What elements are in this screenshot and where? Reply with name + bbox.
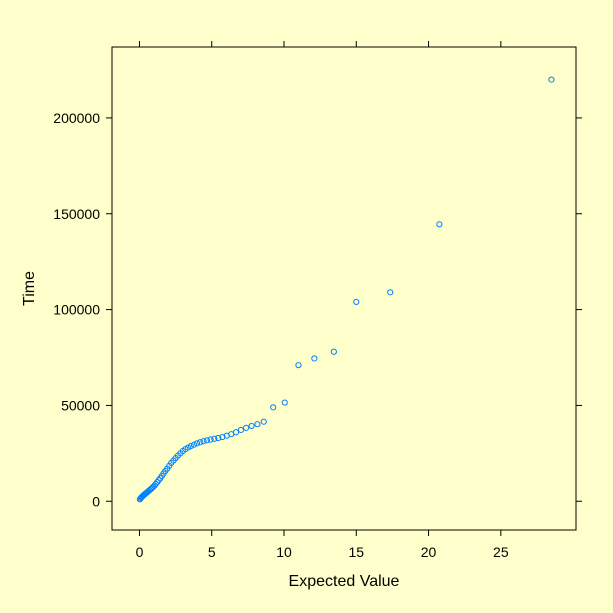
data-point xyxy=(248,422,255,430)
data-point xyxy=(197,439,204,446)
y-tick-label: 150000 xyxy=(53,206,100,222)
scatter-points xyxy=(136,76,555,503)
data-point xyxy=(187,442,195,450)
data-point xyxy=(215,434,222,442)
x-tick-label: 20 xyxy=(421,544,437,560)
plot-panel xyxy=(111,46,577,531)
y-axis-title: Time xyxy=(21,271,38,306)
data-point xyxy=(353,298,360,306)
x-tick-label: 15 xyxy=(348,544,364,560)
data-point xyxy=(270,404,277,411)
data-point xyxy=(237,426,245,434)
x-tick-label: 10 xyxy=(276,544,292,560)
data-point xyxy=(311,355,318,362)
x-tick-label: 0 xyxy=(136,544,144,560)
data-point xyxy=(232,429,240,436)
data-point xyxy=(548,76,555,83)
x-tick-label: 5 xyxy=(208,544,216,560)
axis-ticks xyxy=(106,41,582,536)
data-point xyxy=(260,418,267,425)
data-point xyxy=(295,362,302,369)
y-tick-labels: 0 50000 100000 150000 200000 xyxy=(53,110,100,509)
data-point xyxy=(219,433,226,441)
data-point xyxy=(200,438,207,445)
x-tick-labels: 0 5 10 15 20 25 xyxy=(136,544,509,560)
data-point xyxy=(155,477,162,484)
data-point xyxy=(254,421,261,428)
data-point xyxy=(190,441,198,448)
y-tick-label: 0 xyxy=(92,493,100,509)
y-tick-label: 200000 xyxy=(53,110,100,126)
data-point xyxy=(193,440,201,447)
data-point xyxy=(436,221,443,228)
data-point xyxy=(330,348,337,355)
data-point xyxy=(203,437,211,444)
data-point xyxy=(211,435,218,442)
data-point xyxy=(281,399,288,406)
data-point xyxy=(207,436,214,443)
x-axis-title: Expected Value xyxy=(289,573,400,590)
data-point xyxy=(387,289,394,296)
data-point xyxy=(243,424,250,431)
y-tick-label: 100000 xyxy=(53,302,100,318)
y-tick-label: 50000 xyxy=(61,397,100,413)
x-tick-label: 25 xyxy=(493,544,509,560)
